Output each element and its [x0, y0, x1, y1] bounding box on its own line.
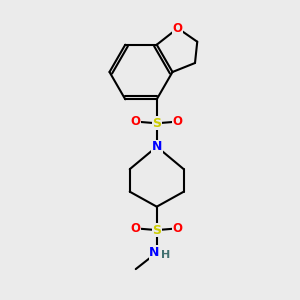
- Text: N: N: [152, 140, 162, 153]
- Text: O: O: [173, 22, 183, 35]
- Text: O: O: [131, 115, 141, 128]
- Text: N: N: [149, 246, 160, 259]
- Text: S: S: [152, 224, 161, 237]
- Text: H: H: [161, 250, 170, 260]
- Text: O: O: [173, 115, 183, 128]
- Text: O: O: [131, 222, 141, 235]
- Text: S: S: [152, 117, 161, 130]
- Text: O: O: [173, 222, 183, 235]
